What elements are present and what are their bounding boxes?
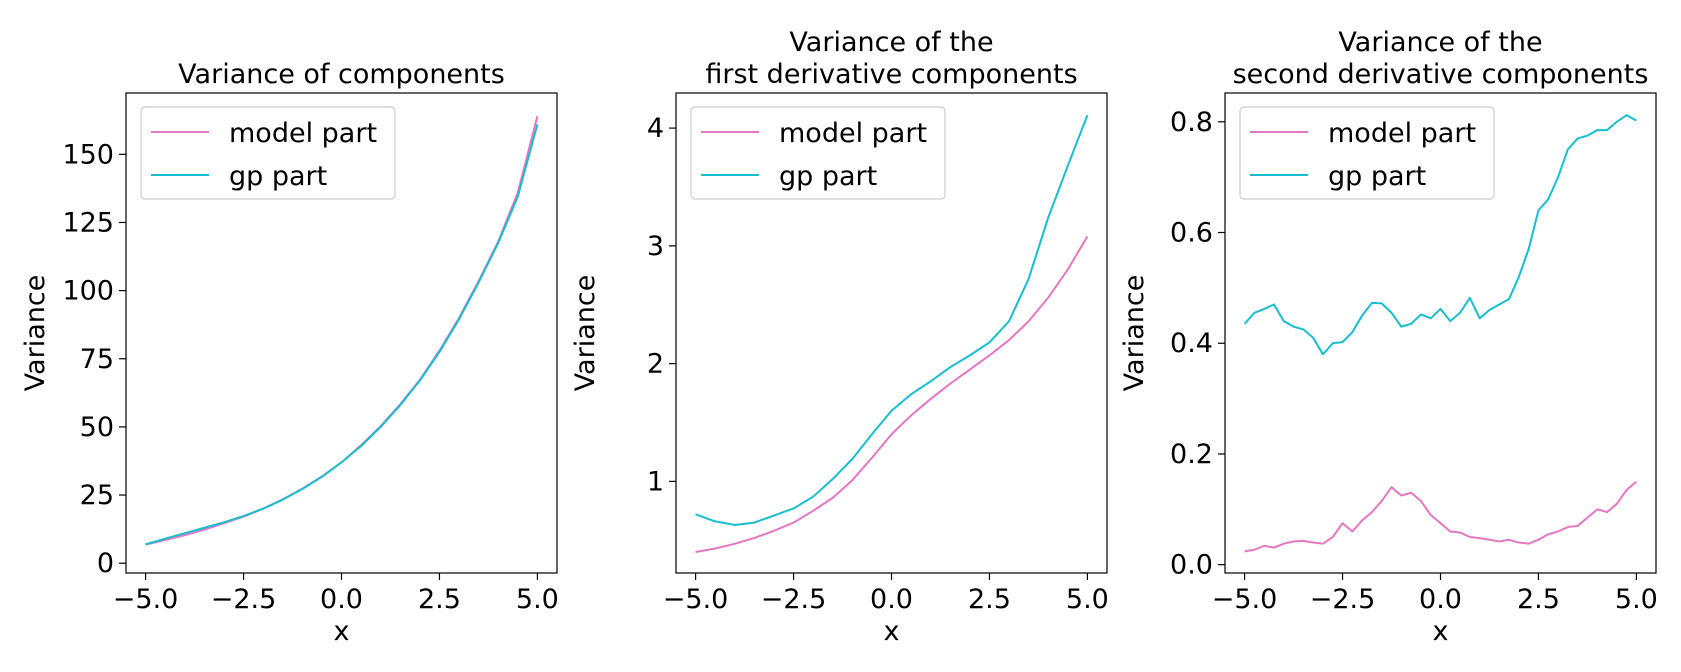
y-tick-label: 0.6 bbox=[1170, 218, 1213, 249]
legend-label-model-part: model part bbox=[1328, 118, 1476, 149]
legend-label-model-part: model part bbox=[229, 118, 377, 149]
chart-title: Variance of the bbox=[1338, 27, 1542, 58]
y-tick-label: 0.8 bbox=[1170, 107, 1213, 138]
x-tick-label: −5.0 bbox=[113, 584, 179, 615]
y-tick-label: 0.4 bbox=[1170, 328, 1213, 359]
x-tick-label: −2.5 bbox=[1310, 584, 1376, 615]
x-axis-label: x bbox=[1433, 616, 1449, 647]
x-tick-label: −2.5 bbox=[761, 584, 827, 615]
series-line-gp-part bbox=[145, 124, 539, 546]
chart-title: first derivative components bbox=[705, 59, 1077, 90]
x-tick-label: 0.0 bbox=[1419, 584, 1462, 615]
chart-title: Variance of components bbox=[178, 59, 505, 90]
legend: model part gp part bbox=[140, 106, 396, 200]
series-line-gp-part bbox=[1243, 114, 1637, 356]
y-tick-label: 25 bbox=[80, 480, 114, 511]
y-tick-label: 50 bbox=[80, 412, 114, 443]
x-tick-label: −5.0 bbox=[1212, 584, 1278, 615]
series-line-gp-part bbox=[695, 114, 1089, 526]
x-tick-label: 5.0 bbox=[516, 584, 559, 615]
y-tick-label: 3 bbox=[647, 231, 664, 262]
x-axis-label: x bbox=[334, 616, 350, 647]
series-line-model-part bbox=[1244, 480, 1638, 553]
series-line-model-part bbox=[695, 235, 1089, 554]
legend: model part gp part bbox=[1239, 106, 1495, 200]
x-tick-label: 5.0 bbox=[1615, 584, 1658, 615]
y-tick-label: 0.0 bbox=[1170, 550, 1213, 581]
x-tick-label: −2.5 bbox=[211, 584, 277, 615]
chart-title: Variance of the bbox=[789, 27, 993, 58]
y-tick-label: 4 bbox=[647, 113, 664, 144]
legend-label-model-part: model part bbox=[779, 118, 927, 149]
chart-panel-1: −5.0 −2.5 0.0 2.5 5.0 0 25 50 75 100 125 150 x Varian… bbox=[20, 59, 559, 647]
y-tick-label: 0 bbox=[97, 548, 114, 579]
y-tick-label: 1 bbox=[647, 466, 664, 497]
x-tick-label: 2.5 bbox=[968, 584, 1011, 615]
x-tick-label: 0.0 bbox=[320, 584, 363, 615]
x-tick-label: 2.5 bbox=[418, 584, 461, 615]
legend-label-gp-part: gp part bbox=[779, 161, 877, 192]
y-axis-label: Variance bbox=[1119, 275, 1150, 392]
x-tick-label: 2.5 bbox=[1517, 584, 1560, 615]
y-tick-label: 0.2 bbox=[1170, 439, 1213, 470]
y-tick-label: 150 bbox=[62, 139, 114, 170]
chart-panel-2: −5.0 −2.5 0.0 2.5 5.0 1 2 3 4 x Variance Variance o… bbox=[570, 27, 1109, 647]
chart-title: second derivative components bbox=[1233, 59, 1649, 90]
x-tick-label: −5.0 bbox=[663, 584, 729, 615]
legend: model part gp part bbox=[690, 106, 946, 200]
y-tick-label: 2 bbox=[647, 349, 664, 380]
legend-label-gp-part: gp part bbox=[229, 161, 327, 192]
legend-label-gp-part: gp part bbox=[1328, 161, 1426, 192]
y-axis-label: Variance bbox=[20, 275, 51, 392]
y-tick-label: 125 bbox=[62, 207, 114, 238]
y-tick-label: 100 bbox=[62, 276, 114, 307]
x-tick-label: 5.0 bbox=[1066, 584, 1109, 615]
y-axis-label: Variance bbox=[570, 275, 601, 392]
x-tick-label: 0.0 bbox=[870, 584, 913, 615]
x-axis-label: x bbox=[884, 616, 900, 647]
y-tick-label: 75 bbox=[80, 344, 114, 375]
chart-panel-3: −5.0 −2.5 0.0 2.5 5.0 0.0 0.2 0.4 0.6 0.8 x Varianc… bbox=[1119, 27, 1658, 647]
